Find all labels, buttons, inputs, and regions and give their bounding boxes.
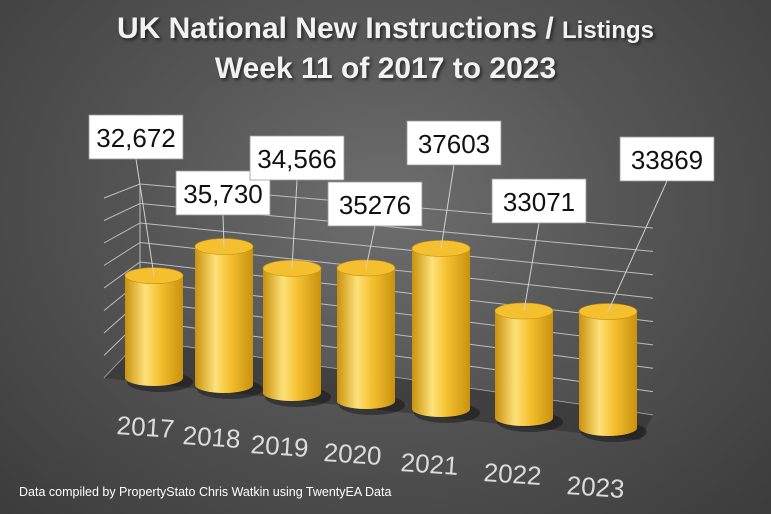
bar-2017 bbox=[124, 267, 193, 392]
data-label-text: 33071 bbox=[503, 187, 575, 217]
data-label-2020: 35276 bbox=[327, 181, 423, 269]
bar-body bbox=[495, 310, 553, 426]
data-label-text: 35,730 bbox=[183, 179, 263, 209]
chart-title: UK National New Instructions / Listings bbox=[0, 12, 771, 46]
data-label-box bbox=[406, 120, 502, 166]
bar-top bbox=[411, 240, 471, 257]
data-label-2023: 33869 bbox=[607, 136, 715, 312]
data-label-2021: 37603 bbox=[406, 120, 502, 249]
x-tick-label-2020: 2020 bbox=[323, 437, 383, 471]
x-tick-label-2017: 2017 bbox=[116, 410, 176, 444]
chart-title-main: UK National New Instructions / bbox=[116, 12, 563, 45]
bar-body bbox=[412, 248, 470, 417]
data-label-leader bbox=[291, 179, 298, 269]
bar-body bbox=[337, 267, 395, 409]
data-label-box bbox=[619, 136, 715, 182]
data-label-text: 33869 bbox=[631, 145, 703, 175]
data-label-leader bbox=[365, 225, 376, 269]
x-tick-label-2021: 2021 bbox=[400, 447, 460, 481]
data-label-2022: 33071 bbox=[491, 178, 587, 312]
x-tick-label-2022: 2022 bbox=[483, 457, 543, 491]
data-label-text: 37603 bbox=[418, 129, 490, 159]
data-label-2019: 34,566 bbox=[249, 135, 345, 269]
data-label-box bbox=[249, 135, 345, 181]
data-label-leader bbox=[135, 158, 155, 276]
data-label-text: 32,672 bbox=[96, 123, 176, 153]
bar-2019 bbox=[262, 260, 331, 407]
bar-body bbox=[125, 275, 183, 386]
data-label-leader bbox=[440, 164, 455, 249]
data-label-leader bbox=[607, 180, 668, 312]
data-label-2017: 32,672 bbox=[88, 114, 184, 276]
source-note: Data compiled by PropertyStato Chris Wat… bbox=[19, 485, 392, 499]
data-label-text: 34,566 bbox=[257, 144, 337, 174]
x-tick-label-2018: 2018 bbox=[182, 420, 242, 454]
bar-body bbox=[195, 246, 253, 393]
bar-2018 bbox=[194, 238, 263, 399]
data-label-box bbox=[327, 181, 423, 227]
bar-2023 bbox=[578, 303, 647, 442]
data-label-box bbox=[491, 178, 587, 224]
data-label-leader bbox=[222, 214, 225, 247]
data-label-leader bbox=[523, 222, 540, 312]
bar-body bbox=[263, 268, 321, 401]
bar-2021 bbox=[411, 240, 480, 423]
bar-body bbox=[579, 311, 637, 436]
data-label-box bbox=[88, 114, 184, 160]
chart-subtitle: Week 11 of 2017 to 2023 bbox=[214, 52, 557, 85]
data-label-2018: 35,730 bbox=[175, 170, 271, 247]
data-label-text: 35276 bbox=[339, 190, 411, 220]
bar-2020 bbox=[336, 259, 405, 415]
x-tick-label-2019: 2019 bbox=[250, 429, 310, 463]
bar-2022 bbox=[494, 302, 563, 432]
x-tick-label-2023: 2023 bbox=[566, 470, 626, 504]
chart-title-small: Listings bbox=[562, 17, 655, 44]
